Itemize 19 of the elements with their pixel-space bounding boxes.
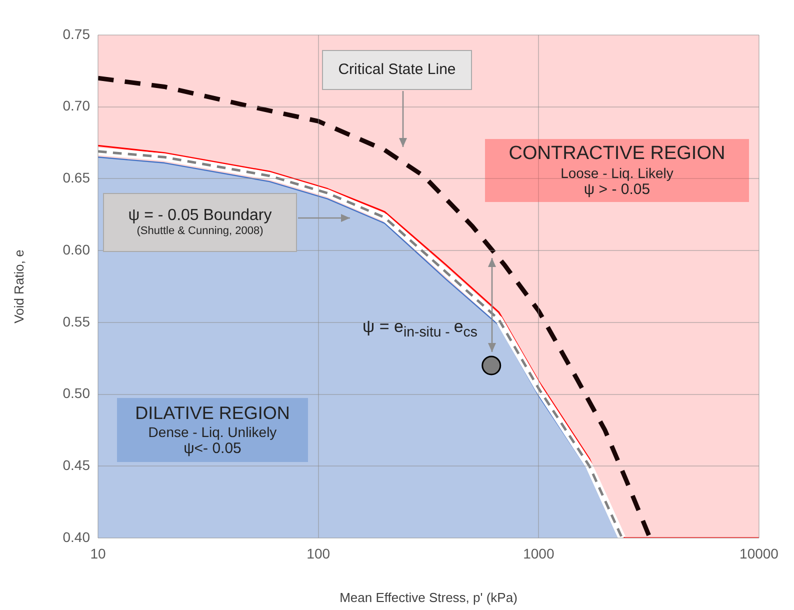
y-tick-label: 0.40	[62, 528, 90, 545]
y-tick-label: 0.60	[62, 241, 90, 258]
x-tick-label: 100	[306, 545, 330, 562]
x-tick-label: 10000	[740, 545, 779, 562]
y-tick-label: 0.55	[62, 313, 90, 330]
y-tick-label: 0.50	[62, 385, 90, 402]
annotation: ψ = - 0.05 Boundary (Shuttle & Cunning, 2008)	[127, 206, 273, 238]
annotation: CONTRACTIVE REGION Loose - Liq. Likely ψ > - 0.05	[508, 142, 726, 198]
y-tick-label: 0.70	[62, 98, 90, 114]
annotation: ψ = e$_{in-situ -}$ e$_{cs}$	[362, 317, 478, 341]
y-tick-label: 0.45	[62, 457, 90, 473]
y-tick-label: 0.65	[62, 170, 90, 186]
y-axis-title: Void Ratio, e	[11, 250, 26, 324]
x-tick-label: 10	[90, 545, 106, 562]
y-tick-label: 0.75	[62, 26, 90, 42]
annotation: DILATIVE REGION Dense - Liq. Unlikely ψ<- 0.05	[134, 402, 291, 458]
x-axis-title: Mean Effective Stress, p' (kPa)	[340, 590, 518, 605]
annotation: Critical State Line	[337, 61, 457, 79]
x-tick-label: 1000	[523, 545, 554, 562]
